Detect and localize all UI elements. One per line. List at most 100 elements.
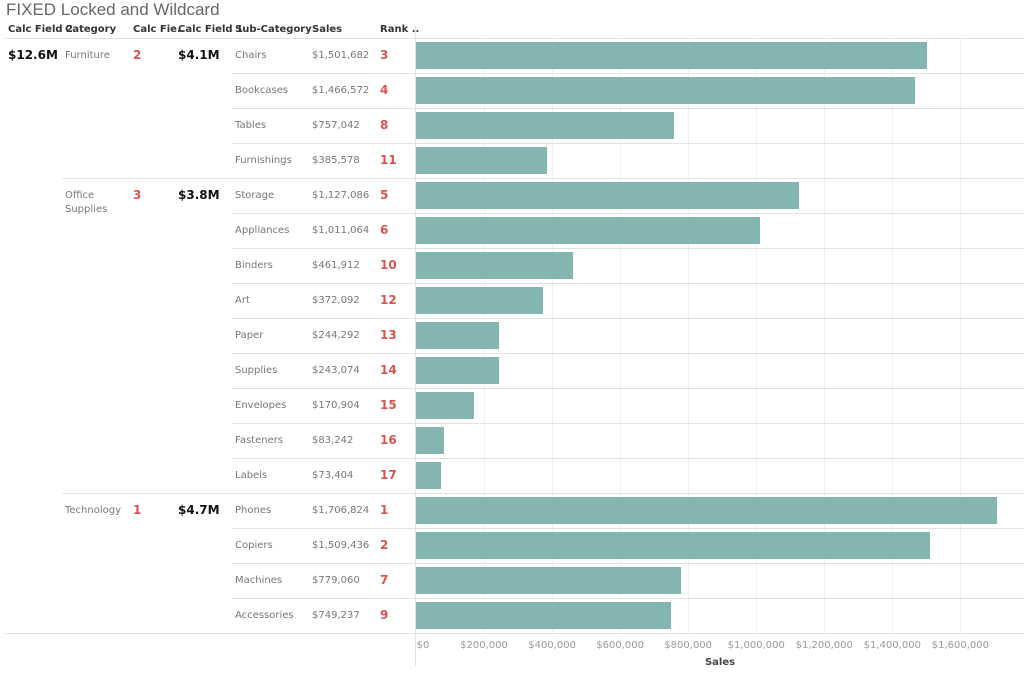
sales-bar[interactable]: [416, 427, 445, 454]
rank-value: 3: [380, 48, 389, 62]
sales-bar[interactable]: [416, 392, 475, 419]
gridline: [552, 38, 554, 633]
row-divider: [232, 108, 1024, 109]
sales-bar[interactable]: [416, 182, 800, 209]
calc-fie-value: 1: [133, 503, 142, 517]
sub-category-label: Labels: [235, 470, 268, 481]
header-rank[interactable]: Rank ..: [380, 24, 420, 35]
sales-value: $372,092: [312, 295, 360, 306]
calc-field-1-value: $4.7M: [178, 503, 220, 517]
sales-bar[interactable]: [416, 42, 927, 69]
sales-value: $83,242: [312, 435, 354, 446]
row-divider: [232, 213, 1024, 214]
rank-value: 6: [380, 223, 389, 237]
header-category[interactable]: Category: [65, 24, 117, 35]
sales-bar[interactable]: [416, 252, 574, 279]
x-tick-label: $200,000: [460, 640, 508, 651]
sales-value: $170,904: [312, 400, 360, 411]
sub-category-label: Storage: [235, 190, 275, 201]
gridline: [892, 38, 894, 633]
rank-value: 1: [380, 503, 389, 517]
category-label: Office Supplies: [65, 190, 108, 215]
sub-category-label: Paper: [235, 330, 264, 341]
row-divider: [232, 458, 1024, 459]
gridline: [960, 38, 962, 633]
sub-category-label: Envelopes: [235, 400, 287, 411]
row-divider: [232, 528, 1024, 529]
x-tick-label: $800,000: [664, 640, 713, 651]
header-calc-field-1[interactable]: Calc Field 1: [178, 24, 243, 35]
x-tick-label: $0: [416, 640, 430, 651]
x-tick-label: $600,000: [596, 640, 644, 651]
calc-fie-value: 3: [133, 188, 142, 202]
sub-category-label: Accessories: [235, 610, 294, 621]
axis-line: [415, 26, 416, 666]
calc-field-2-value: $12.6M: [8, 48, 58, 62]
sales-bar[interactable]: [416, 112, 674, 139]
sales-value: $749,237: [312, 610, 360, 621]
row-divider: [232, 388, 1024, 389]
row-divider: [232, 283, 1024, 284]
sales-value: $757,042: [312, 120, 360, 131]
rank-value: 17: [380, 468, 397, 482]
sales-bar[interactable]: [416, 77, 915, 104]
gridline: [824, 38, 826, 633]
sales-bar[interactable]: [416, 217, 760, 244]
rank-value: 5: [380, 188, 389, 202]
sales-bar[interactable]: [416, 322, 500, 349]
row-divider: [232, 353, 1024, 354]
rank-value: 8: [380, 118, 389, 132]
sales-bar[interactable]: [416, 147, 548, 174]
calc-field-1-value: $3.8M: [178, 188, 220, 202]
rank-value: 7: [380, 573, 389, 587]
calc-fie-value: 2: [133, 48, 142, 62]
sub-category-label: Copiers: [235, 540, 273, 551]
bottom-divider: [5, 633, 1024, 634]
rank-value: 14: [380, 363, 397, 377]
header-sales[interactable]: Sales: [312, 24, 343, 35]
x-tick-label: $400,000: [528, 640, 576, 651]
sales-value: $243,074: [312, 365, 360, 376]
sub-category-label: Bookcases: [235, 85, 289, 96]
sales-bar[interactable]: [416, 567, 682, 594]
category-label: Furniture: [65, 50, 110, 61]
sales-value: $1,011,064: [312, 225, 370, 236]
sales-value: $73,404: [312, 470, 354, 481]
sub-category-label: Phones: [235, 505, 272, 516]
sales-value: $1,466,572: [312, 85, 370, 96]
gridline: [620, 38, 622, 633]
sub-category-label: Binders: [235, 260, 273, 271]
header-sub-category[interactable]: Sub-Category: [235, 24, 312, 35]
sub-category-label: Fasteners: [235, 435, 284, 446]
header-calc-fie[interactable]: Calc Fie..: [133, 24, 185, 35]
row-divider: [232, 248, 1024, 249]
rank-value: 4: [380, 83, 389, 97]
sheet-title: FIXED Locked and Wildcard: [6, 0, 220, 19]
rank-value: 15: [380, 398, 397, 412]
category-divider: [62, 178, 1024, 179]
header-calc-field-2[interactable]: Calc Field 2: [8, 24, 73, 35]
rank-value: 10: [380, 258, 397, 272]
sales-bar[interactable]: [416, 602, 671, 629]
sales-bar[interactable]: [416, 532, 930, 559]
sales-bar[interactable]: [416, 357, 499, 384]
sales-bar[interactable]: [416, 287, 543, 314]
x-tick-label: $1,000,000: [727, 640, 785, 651]
sub-category-label: Supplies: [235, 365, 278, 376]
category-divider: [62, 493, 1024, 494]
sales-value: $1,706,824: [312, 505, 370, 516]
sales-bar[interactable]: [416, 462, 441, 489]
row-divider: [232, 423, 1024, 424]
x-tick-label: $1,600,000: [931, 640, 989, 651]
sales-value: $1,501,682: [312, 50, 370, 61]
sales-value: $385,578: [312, 155, 360, 166]
row-divider: [232, 143, 1024, 144]
sub-category-label: Appliances: [235, 225, 290, 236]
sub-category-label: Tables: [235, 120, 267, 131]
sales-value: $461,912: [312, 260, 360, 271]
gridline: [688, 38, 690, 633]
sales-bar[interactable]: [416, 497, 997, 524]
row-divider: [232, 318, 1024, 319]
rank-value: 11: [380, 153, 397, 167]
gridline: [756, 38, 758, 633]
